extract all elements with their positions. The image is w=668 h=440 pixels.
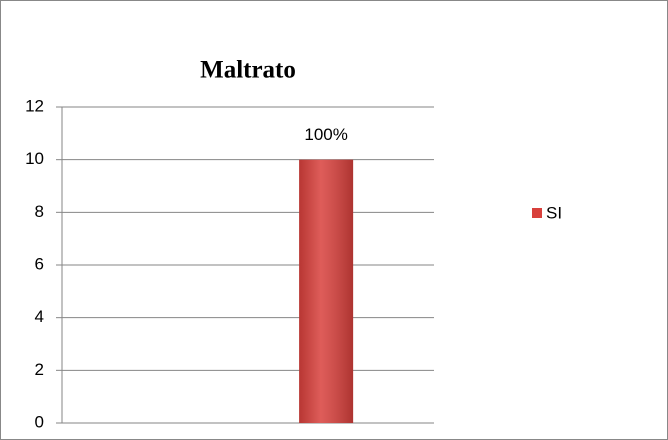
- y-tick-label: 10: [25, 149, 44, 168]
- chart-title: Maltrato: [200, 57, 296, 84]
- y-tick-label: 12: [25, 96, 44, 115]
- bar-shade: [299, 159, 354, 423]
- y-tick-label: 4: [35, 307, 44, 326]
- legend-swatch: [532, 208, 542, 218]
- legend-label: SI: [546, 203, 562, 222]
- y-tick-label: 8: [35, 202, 44, 221]
- y-tick-label: 2: [35, 360, 44, 379]
- y-tick-label: 0: [35, 412, 44, 431]
- y-tick-label: 6: [35, 254, 44, 273]
- data-label: 100%: [304, 125, 347, 144]
